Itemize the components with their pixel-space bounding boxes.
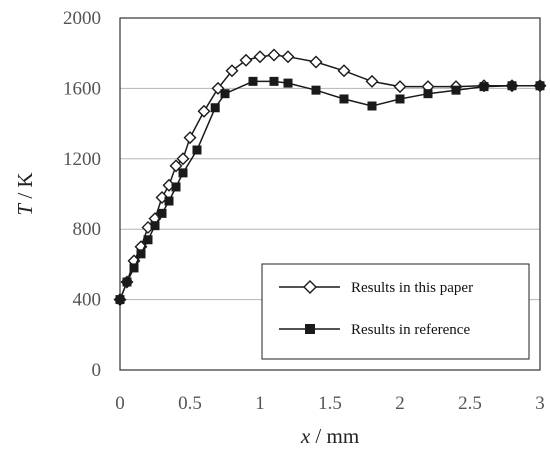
data-point xyxy=(337,64,351,78)
data-point xyxy=(115,295,125,305)
y-tick-label: 1600 xyxy=(63,78,101,99)
data-point xyxy=(225,64,239,78)
x-tick-label: 3 xyxy=(535,393,545,414)
data-point xyxy=(239,53,253,67)
data-point xyxy=(136,249,146,259)
data-point xyxy=(535,81,545,91)
data-point xyxy=(220,89,230,99)
data-point xyxy=(311,85,321,95)
data-point xyxy=(253,50,267,64)
series-layer xyxy=(113,48,547,307)
y-axis-title: T / K xyxy=(13,172,37,215)
legend-marker-paper xyxy=(303,280,317,294)
data-point xyxy=(281,50,295,64)
data-point xyxy=(197,104,211,118)
legend: Results in this paper Results in referen… xyxy=(261,263,530,360)
data-point xyxy=(365,74,379,88)
data-point xyxy=(143,235,153,245)
legend-label-reference: Results in reference xyxy=(351,322,470,338)
series-1 xyxy=(115,76,545,305)
x-tick-label: 2 xyxy=(395,393,405,414)
data-point xyxy=(479,82,489,92)
x-tick-label: 1.5 xyxy=(318,393,342,414)
data-point xyxy=(122,277,132,287)
x-tick-label: 0 xyxy=(115,393,125,414)
x-tick-label: 2.5 xyxy=(458,393,482,414)
data-point xyxy=(267,48,281,62)
data-point xyxy=(395,94,405,104)
data-point xyxy=(150,221,160,231)
plot-frame xyxy=(119,17,541,371)
y-tick-label: 2000 xyxy=(63,8,101,29)
data-point xyxy=(283,78,293,88)
data-point xyxy=(157,208,167,218)
y-tick-label: 1200 xyxy=(63,149,101,170)
y-axis-unit: / K xyxy=(13,172,37,204)
data-point xyxy=(210,103,220,113)
data-point xyxy=(171,182,181,192)
data-point xyxy=(451,85,461,95)
legend-label-paper: Results in this paper xyxy=(351,280,473,296)
data-point xyxy=(248,76,258,86)
y-axis-variable: T xyxy=(13,203,37,216)
data-point xyxy=(269,76,279,86)
x-tick-label: 1 xyxy=(255,393,265,414)
data-point xyxy=(192,145,202,155)
data-point xyxy=(339,94,349,104)
data-point xyxy=(164,196,174,206)
x-axis-variable: x xyxy=(300,424,311,448)
data-point xyxy=(423,89,433,99)
x-axis-unit: / mm xyxy=(310,424,359,448)
data-point xyxy=(129,263,139,273)
data-point xyxy=(178,168,188,178)
y-tick-label: 800 xyxy=(73,219,102,240)
data-point xyxy=(393,80,407,94)
y-tick-label: 400 xyxy=(73,290,102,311)
data-point xyxy=(367,101,377,111)
legend-marker-reference xyxy=(305,324,315,334)
data-point xyxy=(507,81,517,91)
legend-box xyxy=(261,263,530,360)
x-axis-title: x / mm xyxy=(300,424,359,448)
data-point xyxy=(309,55,323,69)
x-tick-labels: 0 0.5 1 1.5 2 2.5 3 xyxy=(115,393,545,414)
x-tick-label: 0.5 xyxy=(178,393,202,414)
data-point xyxy=(183,131,197,145)
y-tick-label: 0 xyxy=(92,360,102,381)
y-tick-labels: 0 400 800 1200 1600 2000 xyxy=(63,8,101,381)
data-point xyxy=(176,152,190,166)
